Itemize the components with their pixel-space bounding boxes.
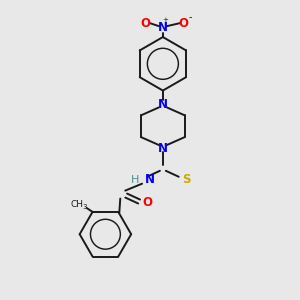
Text: N: N	[145, 173, 155, 186]
Text: O: O	[140, 17, 150, 30]
Text: S: S	[182, 173, 191, 186]
Text: O: O	[142, 196, 152, 209]
Text: N: N	[158, 21, 168, 34]
Text: -: -	[189, 12, 192, 22]
Text: N: N	[158, 142, 168, 154]
Text: CH: CH	[70, 200, 83, 209]
Text: 3: 3	[82, 204, 87, 210]
Text: H: H	[131, 175, 139, 185]
Text: N: N	[158, 98, 168, 111]
Text: O: O	[179, 17, 189, 30]
Text: +: +	[162, 17, 168, 23]
